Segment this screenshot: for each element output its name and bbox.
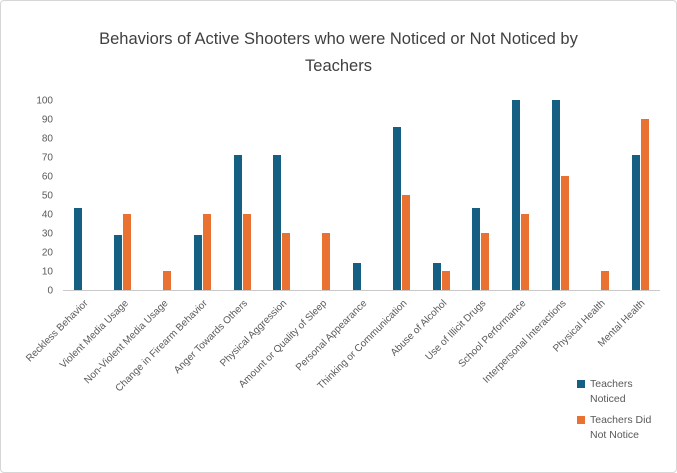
bar — [560, 176, 569, 290]
bar — [322, 233, 331, 290]
bar-group — [421, 101, 461, 290]
bar — [392, 126, 401, 290]
bar-group — [342, 101, 382, 290]
bar — [432, 263, 441, 290]
bar-group — [262, 101, 302, 290]
bar-group — [143, 101, 183, 290]
bar — [242, 214, 251, 290]
bar — [551, 100, 560, 290]
bar-group — [620, 101, 660, 290]
bar — [193, 234, 202, 290]
bar — [631, 155, 640, 290]
chart-body: 100 90 80 70 60 50 40 30 20 10 0 Reckless Behavior… — [21, 96, 660, 396]
y-tick-label: 50 — [41, 190, 53, 202]
bar-group — [103, 101, 143, 290]
bar — [74, 208, 83, 290]
bar-group — [222, 101, 262, 290]
legend-label: Teachers Noticed — [590, 378, 633, 406]
legend: Teachers Noticed Teachers Did Not Notice — [577, 377, 664, 448]
bar — [114, 234, 123, 290]
bar — [233, 155, 242, 290]
bar — [640, 119, 649, 290]
legend-label: Teachers Did Not Notice — [590, 413, 652, 441]
y-tick-label: 60 — [41, 171, 53, 183]
bar-group — [461, 101, 501, 290]
y-tick-label: 10 — [41, 266, 53, 278]
bar-groups — [63, 100, 660, 290]
bar-group — [182, 101, 222, 290]
bar — [441, 271, 450, 290]
y-tick-label: 80 — [41, 133, 53, 145]
bar — [273, 155, 282, 290]
bar — [512, 100, 521, 290]
bar-group — [541, 100, 581, 290]
plot-column: Reckless Behavior Violent Media Usage Non-… — [24, 100, 660, 396]
bar — [123, 214, 132, 290]
bar — [401, 195, 410, 290]
bar — [521, 214, 530, 290]
plot-area — [63, 100, 660, 291]
y-tick-label: 100 — [36, 95, 53, 107]
bar-group — [302, 101, 342, 290]
y-axis: 100 90 80 70 60 50 40 30 20 10 0 — [21, 96, 63, 297]
legend-item: Teachers Noticed — [577, 377, 664, 407]
bar-group — [580, 101, 620, 290]
legend-swatch — [577, 380, 585, 389]
bar — [282, 233, 291, 290]
y-tick-label: 90 — [41, 114, 53, 126]
chart-title: Behaviors of Active Shooters who were No… — [99, 30, 578, 76]
y-tick-label: 0 — [47, 285, 53, 297]
bar — [481, 233, 490, 290]
bar-group — [63, 101, 103, 290]
bar-group — [501, 100, 541, 290]
y-tick-label: 40 — [41, 209, 53, 221]
bar — [202, 214, 211, 290]
bar-group — [381, 101, 421, 290]
x-axis-labels: Reckless Behavior Violent Media Usage Non-… — [24, 291, 660, 396]
bar — [472, 208, 481, 290]
bar — [600, 271, 609, 290]
y-tick-label: 20 — [41, 247, 53, 259]
legend-item: Teachers Did Not Notice — [577, 413, 664, 443]
y-tick-label: 70 — [41, 152, 53, 164]
bar — [352, 263, 361, 290]
y-tick-label: 30 — [41, 228, 53, 240]
bar — [162, 271, 171, 290]
legend-swatch — [577, 415, 585, 424]
